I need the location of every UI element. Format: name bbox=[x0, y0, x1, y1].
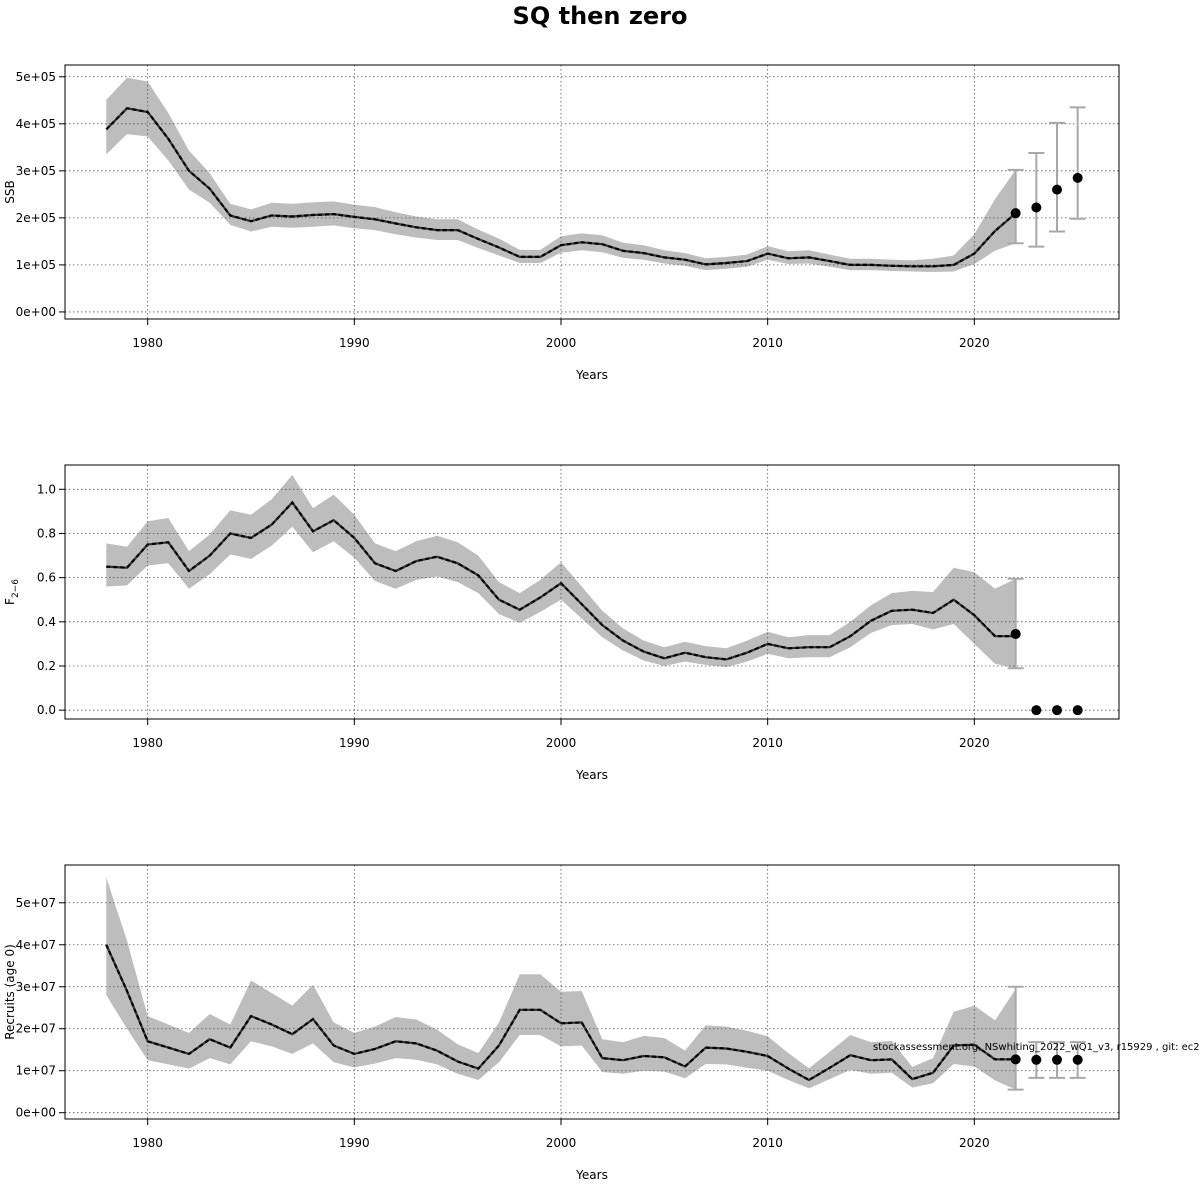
recruits-y-tick-label: 4e+07 bbox=[16, 938, 56, 952]
recruits-projection-point bbox=[1010, 1054, 1021, 1065]
recruits-x-tick-label: 1980 bbox=[132, 1136, 163, 1150]
recruits-panel: 0e+00 1e+07 2e+07 3e+07 4e+07 5e+07 1980 1990 20… bbox=[3, 864, 1120, 1182]
ssb-projection-point bbox=[1031, 202, 1042, 213]
ssb-x-axis-label: Years bbox=[575, 368, 608, 382]
ssb-y-axis-label: SSB bbox=[3, 180, 17, 203]
fbar-projection-point bbox=[1010, 628, 1021, 639]
recruits-y-tick-label: 0e+00 bbox=[16, 1106, 56, 1120]
fbar-x-tick-label: 2010 bbox=[752, 736, 783, 750]
footnote: stockassessment.org, NSwhiting_2022_wQ1_… bbox=[873, 1042, 1200, 1053]
recruits-confidence-band bbox=[106, 877, 1016, 1090]
fbar-projection-point bbox=[1031, 705, 1042, 716]
recruits-projection-point bbox=[1031, 1054, 1042, 1065]
recruits-projection-point bbox=[1052, 1054, 1062, 1065]
fbar-x-axis-label: Years bbox=[575, 768, 608, 782]
recruits-x-tick-label: 2010 bbox=[752, 1136, 783, 1150]
ssb-y-tick-label: 3e+05 bbox=[16, 164, 56, 178]
fbar-projection-point bbox=[1052, 705, 1062, 716]
ssb-estimate-line-dashed bbox=[105, 107, 1017, 268]
recruits-projection-point bbox=[1072, 1054, 1083, 1065]
fbar-panel: 0.0 0.2 0.4 0.6 0.8 1.0 1980 1990 2000 2010 2020 Ye… bbox=[3, 464, 1120, 782]
chart-title: SQ then zero bbox=[512, 2, 688, 30]
fbar-x-tick-label: 2020 bbox=[959, 736, 990, 750]
recruits-plot-frame bbox=[64, 864, 1120, 1120]
fbar-y-tick-label: 0.6 bbox=[37, 571, 56, 585]
recruits-y-tick-label: 5e+07 bbox=[16, 896, 56, 910]
ssb-x-tick-label: 2000 bbox=[546, 336, 577, 350]
fbar-y-axis-label: F2−6 bbox=[3, 579, 21, 605]
ssb-projection-point bbox=[1010, 208, 1021, 219]
recruits-x-axis-label: Years bbox=[575, 1168, 608, 1182]
fbar-plot-frame bbox=[64, 464, 1120, 720]
recruits-x-tick-label: 1990 bbox=[339, 1136, 370, 1150]
ssb-projection-point bbox=[1072, 172, 1083, 183]
ssb-panel: 0e+00 1e+05 2e+05 3e+05 4e+05 5e+05 1980 1990 20… bbox=[3, 64, 1120, 382]
fbar-estimate-line-dashed bbox=[106, 500, 1016, 661]
fbar-y-tick-label: 0.2 bbox=[37, 659, 56, 673]
fbar-y-tick-label: 0.8 bbox=[37, 526, 56, 540]
ssb-y-tick-label: 4e+05 bbox=[16, 117, 56, 131]
fbar-x-tick-label: 2000 bbox=[546, 736, 577, 750]
ssb-x-tick-label: 2010 bbox=[752, 336, 783, 350]
ssb-y-tick-label: 1e+05 bbox=[16, 258, 56, 272]
fbar-y-tick-label: 0.0 bbox=[37, 703, 56, 717]
fbar-x-tick-label: 1980 bbox=[132, 736, 163, 750]
recruits-y-tick-label: 2e+07 bbox=[16, 1022, 56, 1036]
fbar-projection-point bbox=[1072, 705, 1083, 716]
ssb-x-tick-label: 1980 bbox=[132, 336, 163, 350]
recruits-x-tick-label: 2000 bbox=[546, 1136, 577, 1150]
recruits-y-tick-label: 1e+07 bbox=[16, 1064, 56, 1078]
ssb-confidence-band bbox=[106, 77, 1016, 272]
recruits-y-axis-label: Recruits (age 0) bbox=[3, 944, 17, 1040]
ssb-plot-frame bbox=[64, 64, 1120, 320]
fbar-y-tick-label: 1.0 bbox=[37, 482, 56, 496]
fbar-y-axis-label-subscript: 2−6 bbox=[11, 579, 21, 598]
recruits-x-tick-label: 2020 bbox=[959, 1136, 990, 1150]
recruits-y-tick-label: 3e+07 bbox=[16, 980, 56, 994]
recruits-estimate-line-dashed bbox=[105, 944, 1016, 1082]
fbar-confidence-band bbox=[106, 474, 1016, 669]
ssb-projection-point bbox=[1052, 184, 1062, 195]
ssb-x-tick-label: 2020 bbox=[959, 336, 990, 350]
ssb-y-tick-label: 2e+05 bbox=[16, 211, 56, 225]
ssb-x-tick-label: 1990 bbox=[339, 336, 370, 350]
fbar-x-tick-label: 1990 bbox=[339, 736, 370, 750]
fbar-y-tick-label: 0.4 bbox=[37, 615, 56, 629]
ssb-y-tick-label: 5e+05 bbox=[16, 70, 56, 84]
ssb-y-tick-label: 0e+00 bbox=[16, 305, 56, 319]
